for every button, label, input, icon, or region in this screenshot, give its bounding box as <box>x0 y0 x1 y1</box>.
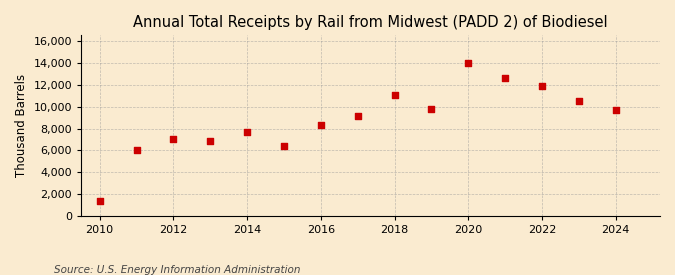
Point <box>463 60 474 65</box>
Point <box>168 137 179 142</box>
Point <box>574 98 585 103</box>
Point <box>537 84 547 89</box>
Point <box>352 114 363 119</box>
Title: Annual Total Receipts by Rail from Midwest (PADD 2) of Biodiesel: Annual Total Receipts by Rail from Midwe… <box>133 15 608 30</box>
Point <box>610 108 621 112</box>
Point <box>500 76 510 80</box>
Point <box>315 123 326 127</box>
Point <box>242 130 252 134</box>
Point <box>95 199 105 203</box>
Point <box>279 144 290 148</box>
Point <box>389 92 400 97</box>
Point <box>426 107 437 112</box>
Y-axis label: Thousand Barrels: Thousand Barrels <box>15 74 28 177</box>
Point <box>205 139 215 143</box>
Text: Source: U.S. Energy Information Administration: Source: U.S. Energy Information Administ… <box>54 265 300 275</box>
Point <box>131 148 142 152</box>
